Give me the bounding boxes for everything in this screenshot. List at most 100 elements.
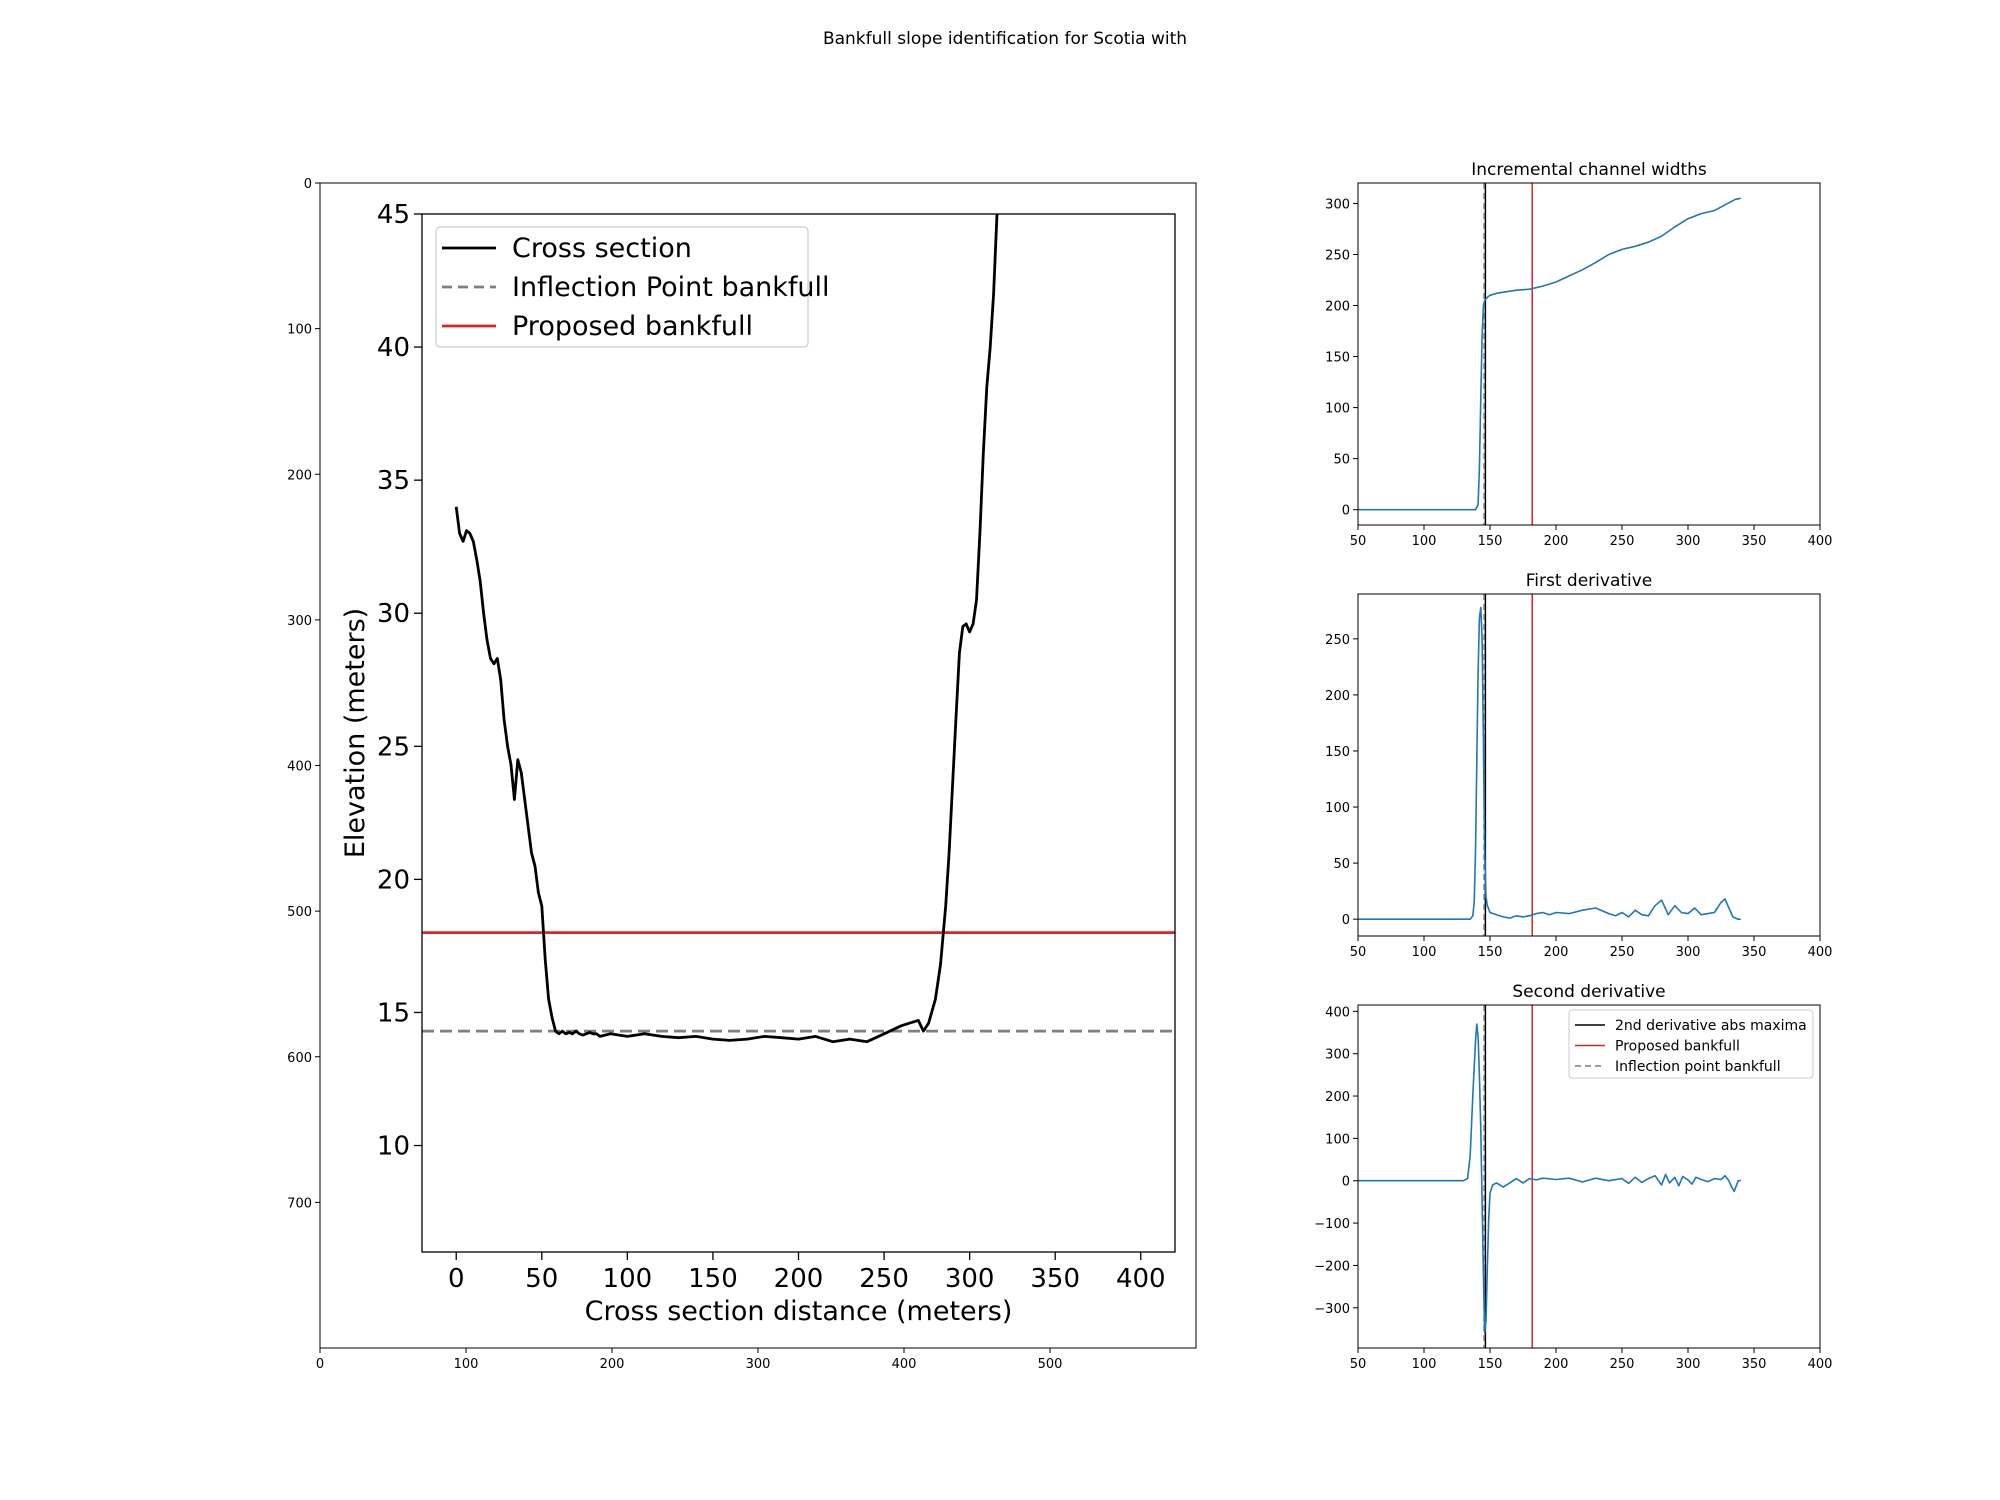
cross-section-legend-label: Inflection Point bankfull	[512, 272, 830, 303]
panel-x-tick-label: 150	[1478, 534, 1503, 549]
cross-section-y-tick-label: 40	[377, 333, 410, 363]
panel-x-tick-label: 100	[1412, 1357, 1437, 1372]
frame-x-tick-label: 300	[746, 1357, 771, 1372]
panel-border	[1357, 593, 1821, 937]
image-frame-axes: 0 100 200 300 400 500 0 100 200 300 400 500 600 700	[287, 177, 1197, 1372]
cross-section-x-tick-label: 50	[525, 1264, 558, 1294]
cross-section-y-tick-label: 15	[377, 998, 410, 1028]
panel-x-tick-label: 350	[1742, 1357, 1767, 1372]
cross-section-x-tick-label: 400	[1116, 1264, 1166, 1294]
frame-y-tick-label: 700	[287, 1196, 312, 1211]
panel-lines	[1358, 1005, 1741, 1348]
panel-y-tick-label: 250	[1325, 633, 1350, 648]
panel-y-tick-label: 300	[1325, 197, 1350, 212]
panel-y-tick-label: 50	[1333, 453, 1350, 468]
cross-section-plot: 0 50 100 150 200 250 300 350 400 10 15 20 25 30 35 40 45…	[340, 200, 1176, 1327]
cross-section-lines	[422, 214, 1175, 1044]
panel-y-tick-label: 250	[1325, 248, 1350, 263]
cross-section-y-tick-label: 35	[377, 466, 410, 496]
frame-y-tick-label: 200	[287, 468, 312, 483]
frame-x-tick-label: 200	[600, 1357, 625, 1372]
panel-x-tick-label: 200	[1544, 1357, 1569, 1372]
frame-y-tick-label: 0	[304, 177, 312, 192]
data-series-line	[1358, 197, 1741, 511]
panel-x-tick-label: 50	[1350, 945, 1367, 960]
cross-section-x-tick-label: 200	[774, 1264, 824, 1294]
panel-y-tick-label: −100	[1314, 1217, 1350, 1232]
panel-x-tick-label: 200	[1544, 534, 1569, 549]
frame-x-tick-label: 400	[892, 1357, 917, 1372]
data-series-line	[1358, 606, 1741, 921]
panel-x-tick-label: 100	[1412, 945, 1437, 960]
frame-y-tick-label: 300	[287, 614, 312, 629]
panel-x-tick-label: 300	[1676, 945, 1701, 960]
frame-y-tick-label: 500	[287, 905, 312, 920]
cross-section-y-tick-label: 25	[377, 732, 410, 762]
frame-x-tick-label: 500	[1038, 1357, 1063, 1372]
cross-section-x-tick-label: 350	[1030, 1264, 1080, 1294]
panel-x-tick-label: 50	[1350, 534, 1367, 549]
first-derivative-panel: 50 100 150 200 250 300 350 400 0 50 100 150 200 250 Fi…	[1325, 571, 1832, 960]
suptitle: Bankfull slope identification for Scotia…	[823, 29, 1187, 49]
second-derivative-legend-label: Proposed bankfull	[1615, 1039, 1740, 1055]
panel-y-tick-label: −300	[1314, 1302, 1350, 1317]
panel-y-tick-label: 100	[1325, 1132, 1350, 1147]
panel-x-tick-label: 350	[1742, 945, 1767, 960]
panel-x-tick-label: 250	[1610, 534, 1635, 549]
panel-title: Second derivative	[1512, 982, 1665, 1002]
frame-y-tick-label: 400	[287, 760, 312, 775]
cross-section-line	[454, 214, 999, 1044]
cross-section-y-tick-label: 45	[377, 200, 410, 230]
panel-y-tick-label: 100	[1325, 801, 1350, 816]
second-derivative-panel: 50 100 150 200 250 300 350 400 −300 −200 −100 0 100 2…	[1314, 982, 1832, 1372]
panel-x-tick-label: 150	[1478, 1357, 1503, 1372]
cross-section-y-tick-label: 10	[377, 1132, 410, 1162]
cross-section-x-tick-label: 250	[859, 1264, 909, 1294]
panel-x-tick-label: 400	[1808, 1357, 1833, 1372]
frame-y-tick-label: 600	[287, 1051, 312, 1066]
cross-section-y-tick-label: 20	[377, 865, 410, 895]
panel-lines	[1358, 183, 1741, 525]
second-derivative-legend-label: Inflection point bankfull	[1615, 1059, 1781, 1075]
panel-y-tick-label: 200	[1325, 1090, 1350, 1105]
panel-title: First derivative	[1526, 571, 1653, 591]
second-derivative-legend-label: 2nd derivative abs maxima	[1615, 1018, 1807, 1034]
panel-border	[1357, 182, 1821, 526]
panel-y-tick-label: 400	[1325, 1005, 1350, 1020]
frame-x-tick-label: 100	[454, 1357, 479, 1372]
panel-x-tick-label: 400	[1808, 945, 1833, 960]
cross-section-legend-label: Proposed bankfull	[512, 311, 753, 342]
cross-section-x-tick-label: 100	[603, 1264, 653, 1294]
incremental-widths-panel: 50 100 150 200 250 300 350 40005010015020025030…	[1325, 160, 1832, 549]
panel-x-tick-label: 300	[1676, 1357, 1701, 1372]
cross-section-x-tick-label: 300	[945, 1264, 995, 1294]
cross-section-legend-box	[435, 226, 809, 348]
panel-y-tick-label: 0	[1342, 504, 1350, 519]
panel-x-tick-label: 250	[1610, 1357, 1635, 1372]
panel-y-tick-label: −200	[1314, 1259, 1350, 1274]
panel-border	[1357, 1004, 1821, 1349]
second-derivative-legend-box	[1568, 1009, 1814, 1079]
panel-y-tick-label: 300	[1325, 1048, 1350, 1063]
panel-x-tick-label: 200	[1544, 945, 1569, 960]
cross-section-x-tick-label: 0	[448, 1264, 465, 1294]
cross-section-y-axis-label: Elevation (meters)	[340, 608, 371, 858]
panel-lines	[1358, 594, 1741, 936]
panel-y-tick-label: 200	[1325, 300, 1350, 315]
panel-y-tick-label: 150	[1325, 351, 1350, 366]
panel-x-tick-label: 150	[1478, 945, 1503, 960]
panel-x-tick-label: 50	[1350, 1357, 1367, 1372]
panel-y-tick-label: 0	[1342, 1175, 1350, 1190]
panel-x-tick-label: 100	[1412, 534, 1437, 549]
cross-section-x-tick-label: 150	[688, 1264, 738, 1294]
data-series-line	[1358, 1023, 1741, 1334]
frame-y-tick-label: 100	[287, 323, 312, 338]
panel-y-tick-label: 0	[1342, 913, 1350, 928]
panel-x-tick-label: 250	[1610, 945, 1635, 960]
panel-x-tick-label: 400	[1808, 534, 1833, 549]
panel-x-tick-label: 350	[1742, 534, 1767, 549]
panel-y-tick-label: 150	[1325, 745, 1350, 760]
panel-x-tick-label: 300	[1676, 534, 1701, 549]
